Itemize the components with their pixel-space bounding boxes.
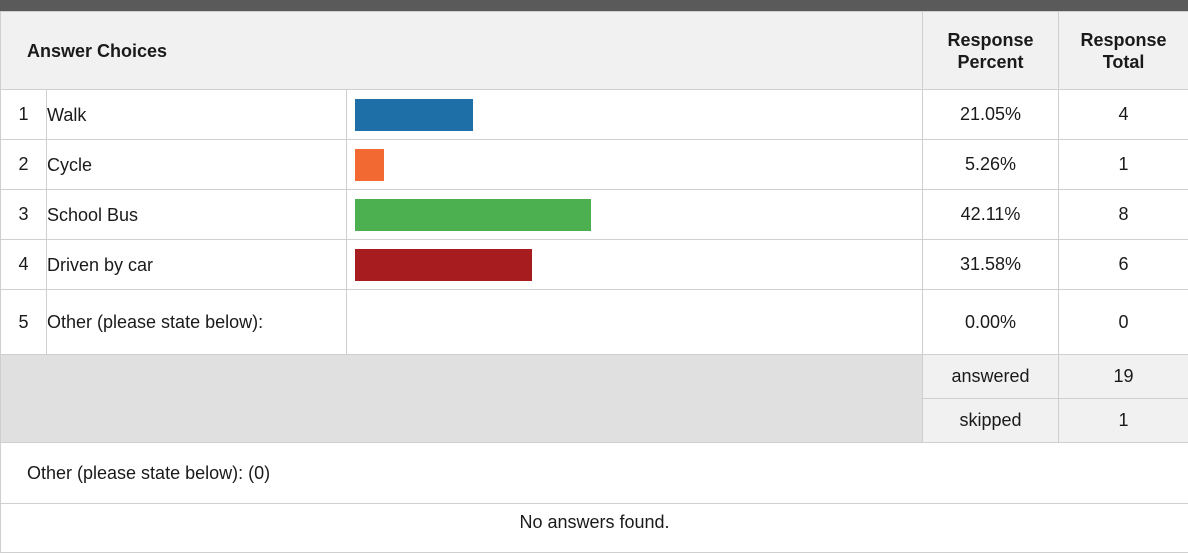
answer-choices-header: Answer Choices — [1, 12, 923, 90]
response-total-header: Response Total — [1059, 12, 1188, 90]
response-total-header-line2: Total — [1103, 52, 1145, 72]
row-index: 5 — [1, 290, 47, 355]
row-percent: 5.26% — [923, 140, 1059, 190]
table-row: 4 Driven by car 31.58% 6 — [1, 240, 1188, 290]
row-index: 3 — [1, 190, 47, 240]
response-bar — [355, 99, 473, 131]
row-label: Driven by car — [47, 240, 347, 290]
answered-row: answered 19 — [1, 355, 1188, 399]
response-percent-header-line2: Percent — [958, 52, 1024, 72]
row-percent: 0.00% — [923, 290, 1059, 355]
bar-cell — [347, 190, 923, 240]
row-label: Cycle — [47, 140, 347, 190]
results-table: Answer Choices Response Percent Response… — [0, 11, 1188, 553]
bar-cell — [347, 90, 923, 140]
bar-cell — [347, 290, 923, 355]
bar-cell — [347, 240, 923, 290]
row-label: School Bus — [47, 190, 347, 240]
answered-count: 19 — [1059, 355, 1188, 399]
row-percent: 21.05% — [923, 90, 1059, 140]
row-total: 6 — [1059, 240, 1188, 290]
response-bar — [355, 249, 532, 281]
row-label: Walk — [47, 90, 347, 140]
summary-spacer — [1, 355, 923, 443]
no-answers-message: No answers found. — [1, 504, 1188, 553]
row-index: 4 — [1, 240, 47, 290]
table-row: 3 School Bus 42.11% 8 — [1, 190, 1188, 240]
response-total-header-line1: Response — [1081, 30, 1167, 50]
skipped-count: 1 — [1059, 399, 1188, 443]
row-percent: 31.58% — [923, 240, 1059, 290]
other-answers-header-row: Other (please state below): (0) — [1, 443, 1188, 504]
row-index: 2 — [1, 140, 47, 190]
answered-label: answered — [923, 355, 1059, 399]
row-index: 1 — [1, 90, 47, 140]
top-bar — [0, 0, 1188, 11]
no-answers-row: No answers found. — [1, 504, 1188, 553]
other-answers-title: Other (please state below): (0) — [1, 443, 1188, 504]
skipped-label: skipped — [923, 399, 1059, 443]
row-percent: 42.11% — [923, 190, 1059, 240]
table-row: 5 Other (please state below): 0.00% 0 — [1, 290, 1188, 355]
response-bar — [355, 149, 384, 181]
row-label: Other (please state below): — [47, 290, 347, 355]
row-total: 0 — [1059, 290, 1188, 355]
response-bar — [355, 199, 591, 231]
row-total: 1 — [1059, 140, 1188, 190]
row-total: 4 — [1059, 90, 1188, 140]
table-row: 2 Cycle 5.26% 1 — [1, 140, 1188, 190]
table-header: Answer Choices Response Percent Response… — [1, 12, 1188, 90]
bar-cell — [347, 140, 923, 190]
row-total: 8 — [1059, 190, 1188, 240]
response-percent-header: Response Percent — [923, 12, 1059, 90]
table-row: 1 Walk 21.05% 4 — [1, 90, 1188, 140]
response-percent-header-line1: Response — [948, 30, 1034, 50]
